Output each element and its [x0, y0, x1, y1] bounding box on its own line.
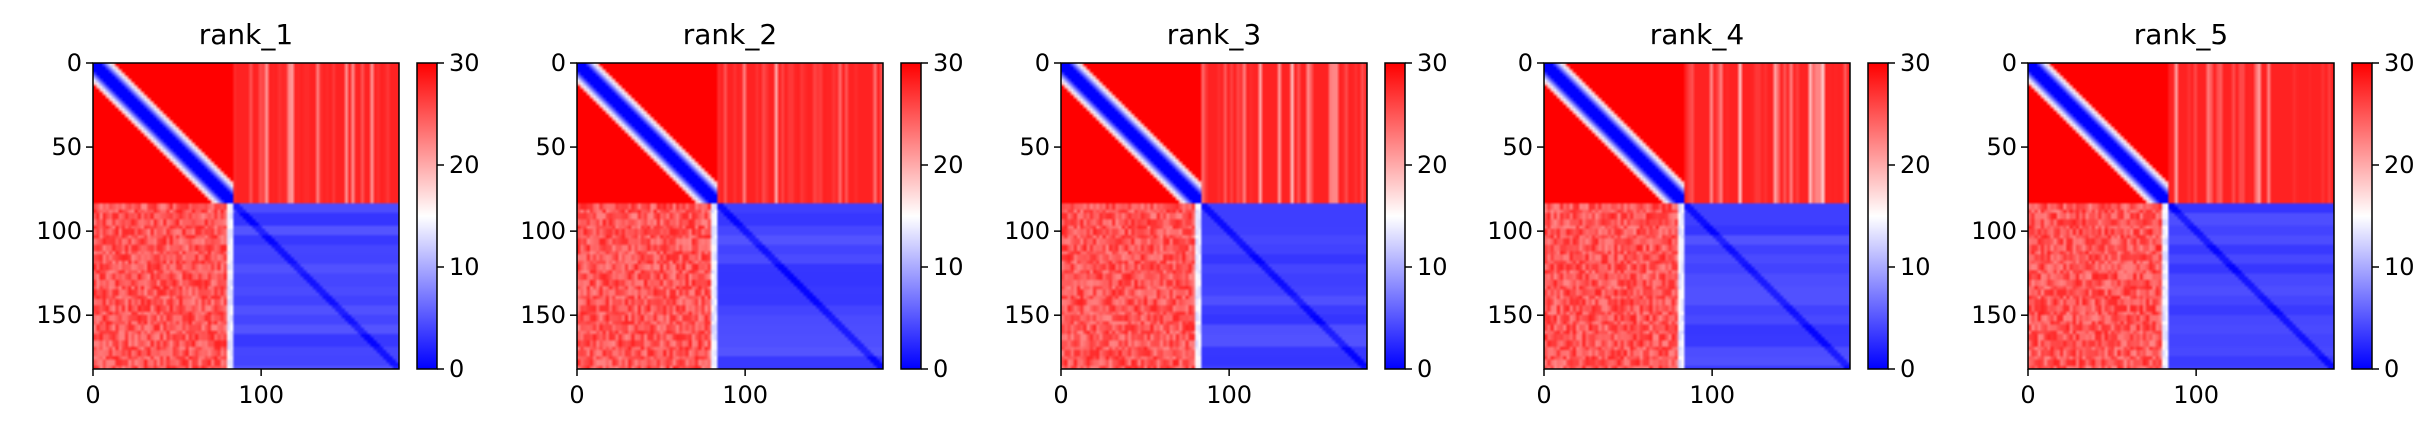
- x-tick-label: 100: [1206, 381, 1252, 409]
- heatmap-panel: rank_2 0 50 100 150 0 100 0 10 20 30: [520, 18, 963, 409]
- panel-title: rank_1: [199, 18, 293, 51]
- heatmap-image: [1061, 63, 1367, 369]
- heatmap-image: [93, 63, 399, 369]
- plot-frame: [2027, 62, 2335, 370]
- colorbar-tick-label: 10: [449, 253, 480, 281]
- x-tick-label: 100: [238, 381, 284, 409]
- y-tick-label: 100: [1487, 217, 1533, 245]
- colorbar-tick-label: 10: [1900, 253, 1931, 281]
- y-tick-label: 150: [1971, 301, 2017, 329]
- colorbar: [1384, 62, 1406, 370]
- colorbar-tick-label: 20: [449, 151, 480, 179]
- colorbar-tick-label: 0: [449, 355, 464, 383]
- y-tick-label: 50: [1019, 133, 1050, 161]
- y-tick-label: 50: [1502, 133, 1533, 161]
- colorbar-tick-label: 20: [1900, 151, 1931, 179]
- y-tick-label: 100: [520, 217, 566, 245]
- colorbar-tick-label: 30: [449, 49, 480, 77]
- colorbar-tick-label: 30: [1417, 49, 1448, 77]
- x-tick-label: 100: [2173, 381, 2219, 409]
- y-tick-label: 0: [1518, 49, 1533, 77]
- colorbar: [2351, 62, 2373, 370]
- plot-frame: [576, 62, 884, 370]
- x-tick-label: 0: [1053, 381, 1068, 409]
- colorbar: [1867, 62, 1889, 370]
- y-tick-label: 50: [1986, 133, 2017, 161]
- panel-title: rank_4: [1650, 18, 1744, 51]
- plot-frame: [1543, 62, 1851, 370]
- heatmap-image: [2028, 63, 2334, 369]
- colorbar: [416, 62, 438, 370]
- panel-title: rank_5: [2134, 18, 2228, 51]
- x-tick-label: 100: [722, 381, 768, 409]
- y-tick-label: 0: [2002, 49, 2017, 77]
- y-tick-label: 50: [51, 133, 82, 161]
- heatmap-panel: rank_1 0 50 100 150 0 100 0 10 20 30: [36, 18, 479, 409]
- colorbar-tick-label: 10: [933, 253, 964, 281]
- y-tick-label: 150: [520, 301, 566, 329]
- panel-title: rank_3: [1167, 18, 1261, 51]
- x-tick-label: 0: [1536, 381, 1551, 409]
- panel-title: rank_2: [683, 18, 777, 51]
- colorbar-tick-label: 20: [933, 151, 964, 179]
- heatmap-panel: rank_5 0 50 100 150 0 100 0 10 20 30: [1971, 18, 2414, 409]
- colorbar-tick-label: 0: [1417, 355, 1432, 383]
- y-tick-label: 50: [535, 133, 566, 161]
- colorbar-tick-label: 10: [1417, 253, 1448, 281]
- heatmap-image: [1544, 63, 1850, 369]
- y-tick-label: 100: [1971, 217, 2017, 245]
- colorbar-tick-label: 0: [933, 355, 948, 383]
- plot-frame: [1060, 62, 1368, 370]
- heatmap-panel: rank_4 0 50 100 150 0 100 0 10 20 30: [1487, 18, 1930, 409]
- y-tick-label: 0: [551, 49, 566, 77]
- colorbar-tick-label: 0: [2384, 355, 2399, 383]
- heatmap-panel: rank_3 0 50 100 150 0 100 0 10 20 30: [1004, 18, 1447, 409]
- y-tick-label: 150: [1004, 301, 1050, 329]
- y-tick-label: 150: [36, 301, 82, 329]
- x-tick-label: 0: [85, 381, 100, 409]
- colorbar-tick-label: 30: [1900, 49, 1931, 77]
- colorbar-tick-label: 20: [1417, 151, 1448, 179]
- heatmap-image: [577, 63, 883, 369]
- colorbar-tick-label: 30: [2384, 49, 2415, 77]
- x-tick-label: 100: [1689, 381, 1735, 409]
- y-tick-label: 0: [67, 49, 82, 77]
- x-tick-label: 0: [569, 381, 584, 409]
- colorbar-tick-label: 10: [2384, 253, 2415, 281]
- y-tick-label: 0: [1035, 49, 1050, 77]
- y-tick-label: 100: [36, 217, 82, 245]
- colorbar-tick-label: 30: [933, 49, 964, 77]
- colorbar-tick-label: 0: [1900, 355, 1915, 383]
- colorbar-tick-label: 20: [2384, 151, 2415, 179]
- y-tick-label: 150: [1487, 301, 1533, 329]
- x-tick-label: 0: [2020, 381, 2035, 409]
- plot-frame: [92, 62, 400, 370]
- colorbar: [900, 62, 922, 370]
- y-tick-label: 100: [1004, 217, 1050, 245]
